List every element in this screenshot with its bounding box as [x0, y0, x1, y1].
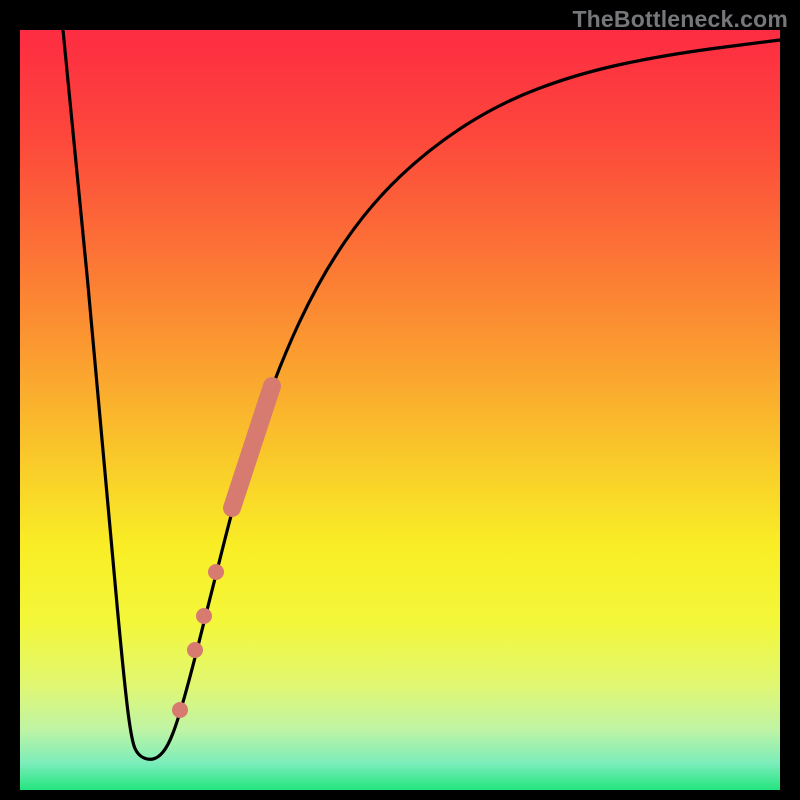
highlight-dot [187, 642, 203, 658]
highlight-dot [172, 702, 188, 718]
chart-container: TheBottleneck.com [0, 0, 800, 800]
attribution-label: TheBottleneck.com [572, 6, 788, 33]
bottleneck-chart [0, 0, 800, 800]
heatmap-background [20, 30, 780, 790]
highlight-dot [208, 564, 224, 580]
highlight-dot [196, 608, 212, 624]
